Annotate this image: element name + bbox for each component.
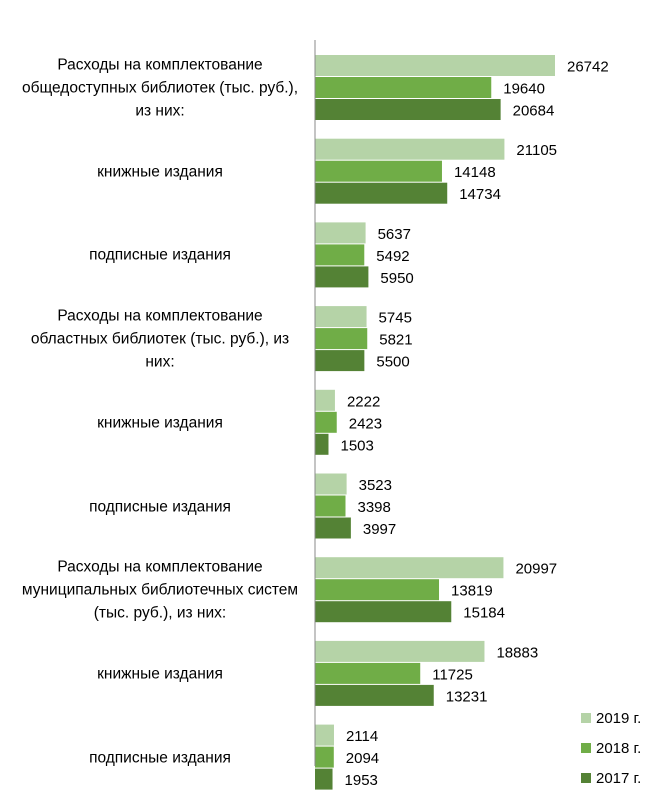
category-label: книжные издания bbox=[97, 163, 223, 181]
bar bbox=[315, 517, 351, 539]
legend-label: 2017 г. bbox=[596, 770, 641, 787]
category-label: Расходы на комплектование областных библ… bbox=[30, 307, 290, 371]
value-label: 5492 bbox=[376, 248, 409, 265]
bar bbox=[315, 746, 334, 768]
bar bbox=[315, 222, 366, 244]
value-label: 5745 bbox=[379, 310, 412, 327]
value-label: 3997 bbox=[363, 521, 396, 538]
value-label: 13231 bbox=[446, 688, 488, 705]
value-label: 13819 bbox=[451, 583, 493, 600]
bar bbox=[315, 77, 492, 98]
bar bbox=[315, 266, 369, 288]
category-label: книжные издания bbox=[97, 414, 223, 432]
bar bbox=[315, 662, 421, 684]
bar bbox=[315, 601, 452, 623]
value-label: 5637 bbox=[378, 226, 411, 243]
bar bbox=[315, 306, 367, 328]
value-label: 26742 bbox=[567, 58, 609, 75]
value-label: 19640 bbox=[503, 80, 545, 97]
value-label: 5950 bbox=[380, 270, 413, 287]
value-label: 1503 bbox=[340, 437, 373, 454]
category-label: книжные издания bbox=[97, 665, 223, 683]
legend-swatch bbox=[581, 743, 591, 753]
value-label: 18883 bbox=[496, 644, 538, 661]
bar bbox=[315, 724, 334, 746]
bar bbox=[315, 99, 501, 120]
value-label: 2094 bbox=[346, 750, 379, 767]
value-label: 2423 bbox=[349, 415, 382, 432]
bar bbox=[315, 684, 434, 706]
legend-swatch bbox=[581, 773, 591, 783]
category-label: подписные издания bbox=[89, 498, 231, 515]
value-label: 20997 bbox=[515, 561, 557, 578]
bar bbox=[315, 473, 347, 495]
value-label: 2222 bbox=[347, 393, 380, 410]
legend-label: 2019 г. bbox=[596, 710, 641, 727]
bar bbox=[315, 328, 368, 350]
category-label: подписные издания bbox=[89, 246, 231, 264]
value-label: 5500 bbox=[376, 354, 409, 371]
bar bbox=[315, 160, 442, 182]
legend-label: 2018 г. bbox=[596, 740, 641, 757]
bar bbox=[315, 244, 365, 266]
category-label: Расходы на комплектование муниципальных … bbox=[21, 558, 299, 622]
category-label: Расходы на комплектование общедоступных … bbox=[21, 56, 299, 120]
bar bbox=[315, 495, 346, 517]
bar bbox=[315, 557, 504, 579]
bar bbox=[315, 640, 485, 662]
value-label: 3398 bbox=[357, 499, 390, 516]
bar bbox=[315, 768, 333, 790]
bar bbox=[315, 55, 555, 76]
legend-swatch bbox=[581, 713, 591, 723]
value-label: 1953 bbox=[345, 772, 378, 789]
value-label: 11725 bbox=[432, 666, 473, 683]
category-label: подписные издания bbox=[89, 749, 231, 767]
value-label: 5821 bbox=[379, 332, 412, 349]
value-label: 14148 bbox=[454, 164, 496, 181]
bar bbox=[315, 350, 365, 372]
value-label: 2114 bbox=[346, 728, 378, 745]
bar bbox=[315, 389, 335, 411]
bar bbox=[315, 579, 440, 601]
bar bbox=[315, 411, 337, 433]
value-label: 21105 bbox=[516, 142, 557, 159]
value-label: 20684 bbox=[513, 102, 555, 119]
value-label: 14734 bbox=[459, 186, 501, 203]
value-label: 3523 bbox=[359, 477, 392, 494]
bar bbox=[315, 182, 448, 204]
bar bbox=[315, 433, 329, 455]
value-label: 15184 bbox=[463, 605, 505, 622]
bar bbox=[315, 138, 505, 160]
